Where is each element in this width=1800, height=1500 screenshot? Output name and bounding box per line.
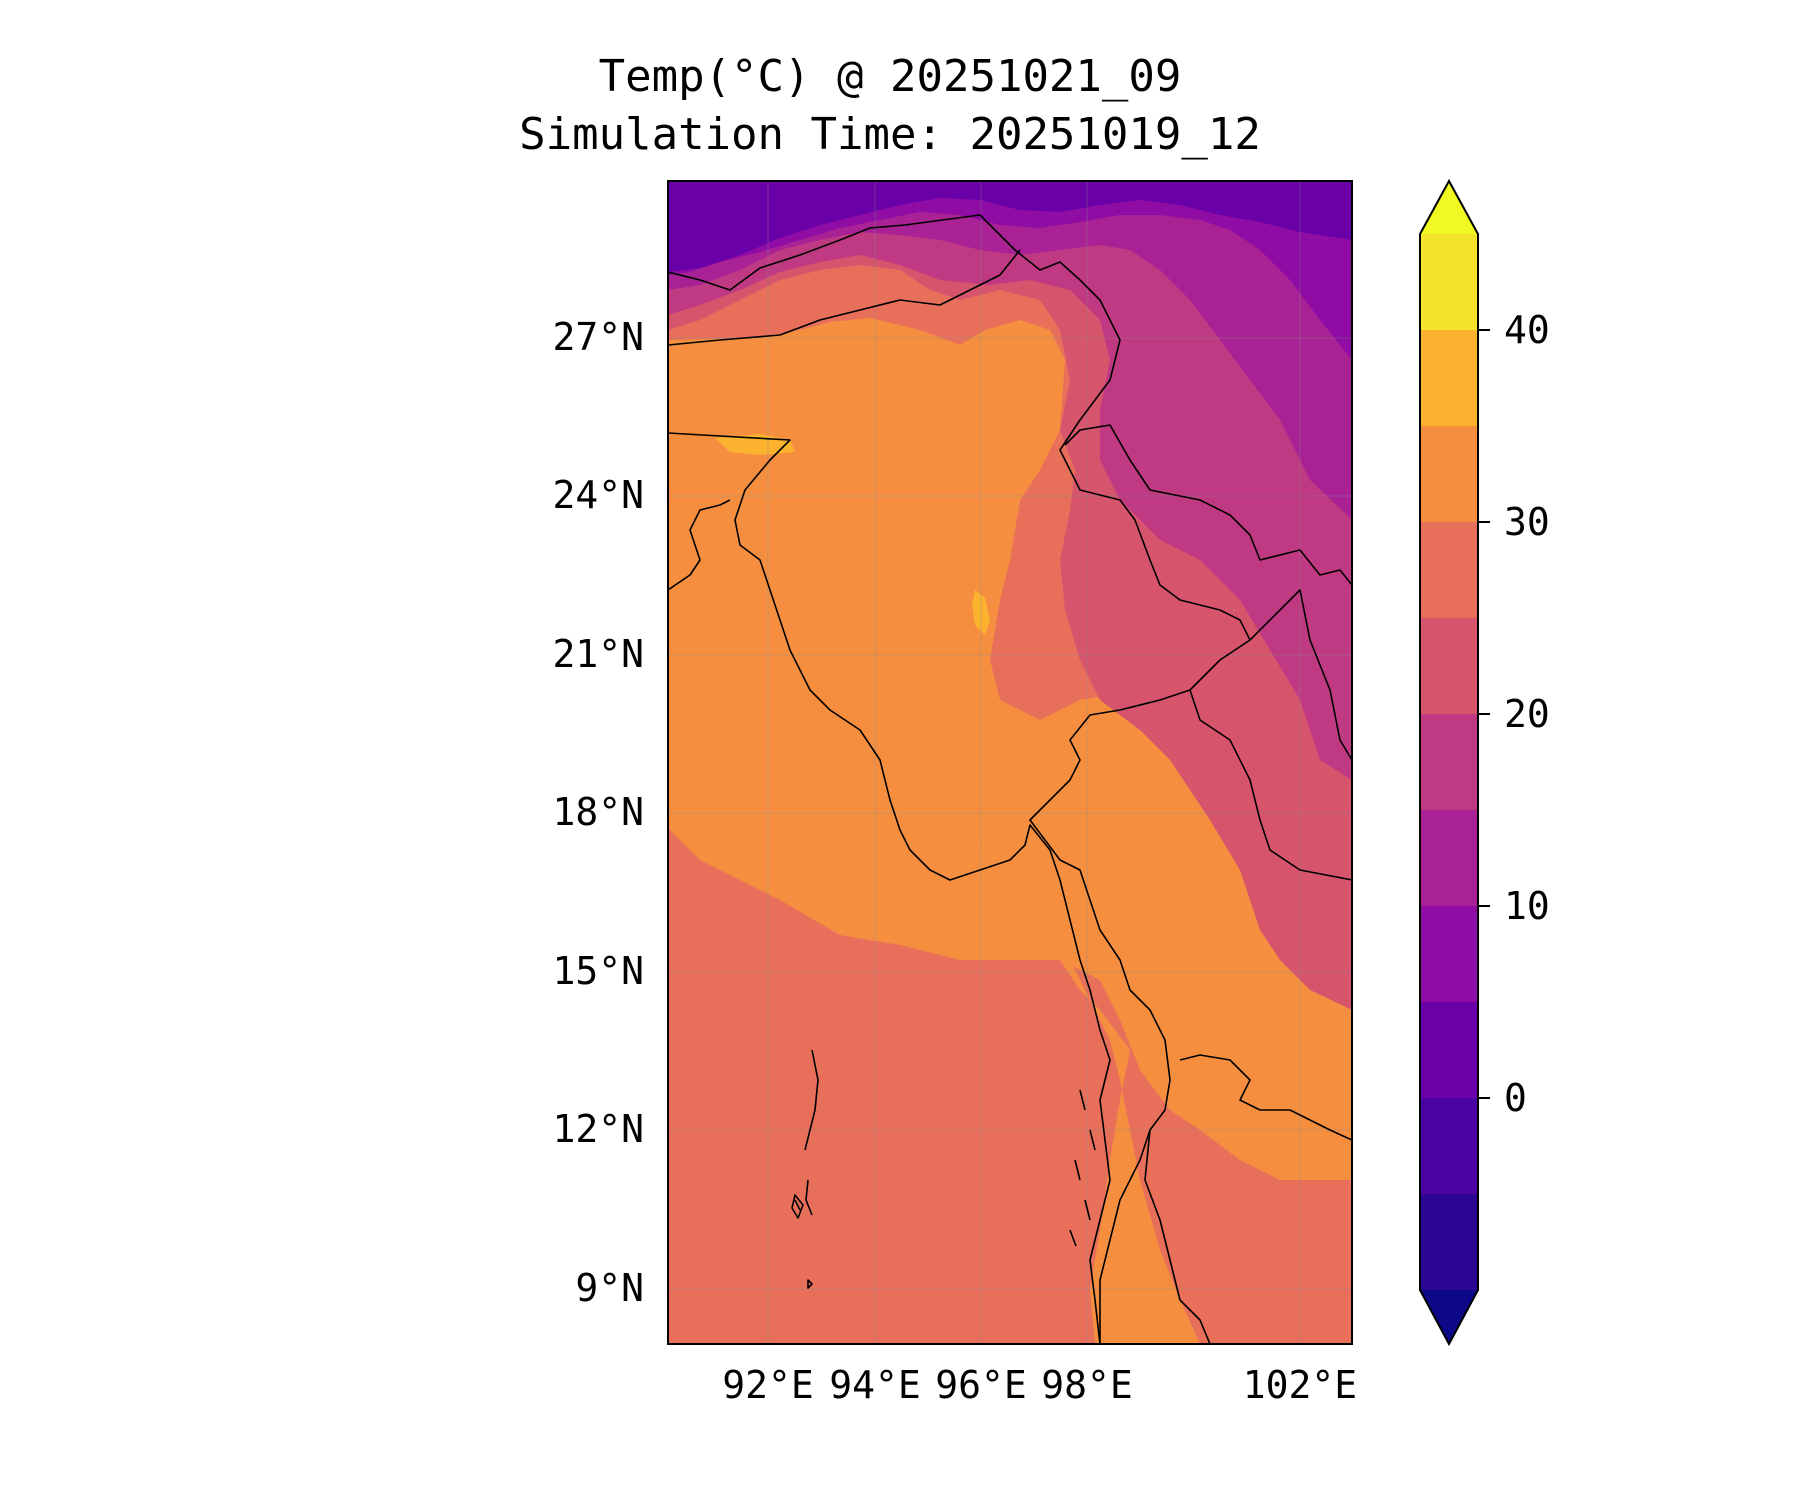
colorbar-tick-label: 30 <box>1504 500 1550 544</box>
colorbar-segment <box>1420 618 1478 715</box>
field-35-40-central <box>972 590 990 635</box>
colorbar-outline <box>1419 178 1479 1347</box>
nicobar-island <box>791 1194 813 1289</box>
colorbar: 0 10 20 30 40 <box>1419 178 1550 1347</box>
coastlines-and-borders <box>668 214 1352 1344</box>
colorbar-tick-label: 20 <box>1504 692 1550 736</box>
colorbar-segment <box>1420 426 1478 523</box>
peninsula-coast <box>1144 1129 1211 1344</box>
lat-label-12: 12°N <box>552 1107 644 1151</box>
lat-label-18: 18°N <box>552 790 644 834</box>
colorbar-segment <box>1420 234 1478 331</box>
colorbar-segment <box>1420 330 1478 427</box>
colorbar-segment <box>1420 1002 1478 1099</box>
lat-label-24: 24°N <box>552 473 644 517</box>
colorbar-segment <box>1420 714 1478 811</box>
colorbar-segment <box>1420 522 1478 619</box>
colorbar-segment <box>1420 1194 1478 1291</box>
bangladesh-coast <box>668 499 731 591</box>
terrain-texture-peaks <box>668 181 1352 321</box>
colorbar-tick-label: 10 <box>1504 884 1550 928</box>
title-line-2: Simulation Time: 20251019_12 <box>519 109 1261 160</box>
colorbar-extend-max <box>1420 181 1478 234</box>
temperature-field <box>668 181 1352 1344</box>
colorbar-segment <box>1420 1098 1478 1195</box>
laos-border <box>1249 589 1352 761</box>
colorbar-segment <box>1420 810 1478 907</box>
lon-label-98: 98°E <box>1041 1363 1133 1407</box>
thailand-border <box>1189 689 1352 881</box>
colorbar-segment <box>1420 906 1478 1003</box>
lat-label-15: 15°N <box>552 949 644 993</box>
lon-labels: 92°E 94°E 96°E 98°E 102°E <box>722 1363 1357 1407</box>
thailand-gulf-coast <box>1179 1054 1352 1141</box>
lat-labels: 27°N 24°N 21°N 18°N 15°N 12°N 9°N <box>552 315 644 1310</box>
figure-title: Temp(°C) @ 20251021_09 Simulation Time: … <box>0 48 1800 164</box>
bay-coastline <box>668 432 1111 1344</box>
china-border <box>1064 424 1352 586</box>
lat-label-21: 21°N <box>552 632 644 676</box>
andaman-islands <box>794 1049 819 1216</box>
myeik-archipelago <box>1069 1089 1096 1247</box>
colorbar-extend-min <box>1420 1290 1478 1344</box>
india-east-border <box>668 249 1021 346</box>
map-frame <box>667 180 1353 1345</box>
lat-label-9: 9°N <box>575 1266 644 1310</box>
lon-label-94: 94°E <box>829 1363 921 1407</box>
lat-label-27: 27°N <box>552 315 644 359</box>
lon-label-102: 102°E <box>1243 1363 1357 1407</box>
lon-label-92: 92°E <box>722 1363 814 1407</box>
title-line-1: Temp(°C) @ 20251021_09 <box>598 51 1182 102</box>
lon-label-96: 96°E <box>935 1363 1027 1407</box>
gridlines <box>668 181 1352 1344</box>
colorbar-tick-label: 40 <box>1504 308 1550 352</box>
colorbar-tick-label: 0 <box>1504 1076 1527 1120</box>
